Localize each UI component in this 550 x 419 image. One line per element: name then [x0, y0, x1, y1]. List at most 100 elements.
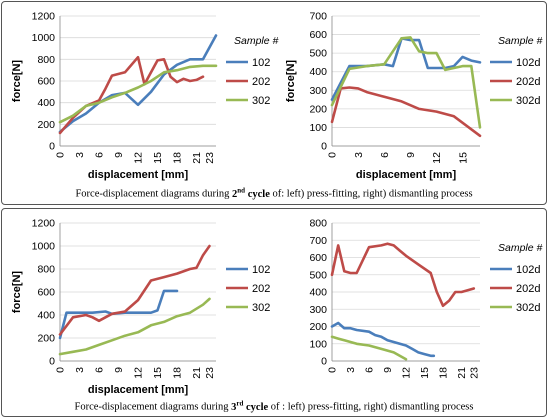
chart-0-1-xtick-label: 9: [405, 152, 417, 158]
chart-1-0-ytick-label: 1200: [32, 218, 56, 230]
chart-1-0-xtick-label: 0: [55, 367, 67, 373]
chart-1-1-xtick-label: 18: [438, 367, 450, 379]
chart-1-0-ylabel: force[N]: [11, 271, 23, 314]
chart-1-0-xtick-label: 18: [172, 367, 184, 379]
chart-1-1-ytick-label: 300: [309, 304, 327, 316]
chart-1-1-series-line-102d: [330, 321, 436, 358]
chart-0-0-ytick-label: 400: [37, 97, 55, 109]
chart-1-0-xtick-label: 3: [74, 367, 86, 373]
chart-0-0-ytick-label: 1200: [32, 11, 56, 23]
chart-0-0-xtick-label: 15: [152, 152, 164, 164]
chart-0-0-series-line-102: [58, 34, 218, 134]
chart-1-0-series-line-102: [58, 289, 179, 340]
chart-0-1-ytick-label: 200: [309, 103, 327, 115]
chart-0-0-xtick-label: 12: [133, 152, 145, 164]
chart-1-1-legend-label-302d: 302d: [516, 302, 540, 314]
chart-1-1-series-line-302d: [330, 335, 408, 361]
chart-0-0-legend-label-302: 302: [252, 95, 270, 107]
chart-1-1-xtick-label: 12: [401, 367, 413, 379]
chart-0-1-series-line-202d: [330, 86, 482, 138]
chart-1-0-ytick-label: 1000: [32, 241, 56, 253]
chart-0-1-xtick-label: 6: [379, 152, 391, 158]
chart-0-1-xtick-label: 15: [457, 152, 469, 164]
chart-1-1-ytick-label: 600: [309, 252, 327, 264]
chart-1-1-legend-title: Sample #: [498, 242, 543, 254]
cycle-2-dismantling-chart: 0 100 200 300 400 500 600 700 0 3 6 9 12 15displaceme…: [285, 11, 543, 182]
chart-1-1-ytick-label: 500: [309, 269, 327, 281]
chart-0-1-legend-label-302d: 302d: [516, 95, 540, 107]
chart-0-0-xtick-label: 23: [204, 152, 216, 164]
chart-1-0-ytick-label: 400: [37, 310, 55, 322]
chart-1-1-xtick-label: 3: [345, 367, 357, 373]
chart-1-1-xtick-label: 15: [419, 367, 431, 379]
chart-1-1-ytick-label: 400: [309, 287, 327, 299]
chart-1-0-legend-label-102: 102: [252, 264, 270, 276]
chart-0-1-ytick-label: 0: [321, 141, 327, 153]
chart-0-0-legend-label-102: 102: [252, 57, 270, 69]
chart-1-1-ytick-label: 200: [309, 321, 327, 333]
cycle-2-panel: 0 200 400 600 800 1000 1200 0 3 6 9 12 15 18 21 23 displ…: [1, 1, 547, 205]
chart-1-1-ytick-label: 0: [321, 356, 327, 368]
chart-0-0-xlabel: displacement [mm]: [88, 169, 189, 181]
chart-1-0-ytick-label: 200: [37, 333, 55, 345]
chart-1-0-xtick-label: 21: [191, 367, 203, 379]
cycle-3-panel: 0 200 400 600 800 1000 1200 0 3 6 9 12 15 18 21 23 displ…: [1, 208, 547, 417]
chart-0-1-xlabel: displacement [mm]: [356, 169, 457, 181]
chart-0-1-ytick-label: 100: [309, 122, 327, 134]
chart-0-1-legend-label-202d: 202d: [516, 76, 540, 88]
chart-0-1-ylabel: force[N]: [285, 60, 297, 103]
chart-0-1-legend-title: Sample #: [498, 35, 543, 47]
chart-0-0-xtick-label: 6: [94, 152, 106, 158]
cycle-2-caption: Force-displacement diagrams during 2nd c…: [75, 186, 473, 200]
chart-1-0-xtick-label: 6: [94, 367, 106, 373]
chart-0-1-ytick-label: 700: [309, 11, 327, 23]
chart-0-1-xtick-label: 0: [327, 152, 339, 158]
chart-0-0-xtick-label: 21: [191, 152, 203, 164]
chart-0-1-ytick-label: 500: [309, 48, 327, 60]
chart-1-0-xtick-label: 12: [133, 367, 145, 379]
chart-1-1-ytick-label: 700: [309, 235, 327, 247]
chart-1-0-ytick-label: 800: [37, 264, 55, 276]
chart-0-1-ytick-label: 600: [309, 29, 327, 41]
chart-0-0-xtick-label: 0: [55, 152, 67, 158]
chart-1-1-xtick-label: 21: [456, 367, 468, 379]
cycle-3-caption: Force-displacement diagrams during 3rd c…: [74, 399, 474, 413]
chart-1-1-xtick-label: 6: [364, 367, 376, 373]
chart-1-1-xtick-label: 23: [469, 367, 481, 379]
cycle-2-press-fitting-chart: 0 200 400 600 800 1000 1200 0 3 6 9 12 15 18 21 23 displ…: [11, 11, 279, 182]
chart-0-1-ytick-label: 300: [309, 85, 327, 97]
chart-1-1-series-line-202d: [330, 242, 476, 308]
chart-1-1-legend-label-202d: 202d: [516, 283, 540, 295]
chart-1-1-ytick-label: 100: [309, 338, 327, 350]
chart-0-0-legend-label-202: 202: [252, 76, 270, 88]
chart-1-1-xtick-label: 9: [382, 367, 394, 373]
chart-1-0-ytick-label: 0: [49, 356, 55, 368]
chart-1-0-legend-label-302: 302: [252, 302, 270, 314]
chart-0-0-ytick-label: 200: [37, 119, 55, 131]
chart-0-0-xtick-label: 3: [74, 152, 86, 158]
chart-0-1-series-line-302d: [330, 36, 482, 129]
chart-0-1-xtick-label: 12: [431, 152, 443, 164]
cycle-3-press-fitting-chart: 0 200 400 600 800 1000 1200 0 3 6 9 12 15 18 21 23 displ…: [11, 218, 270, 397]
chart-1-1-ytick-label: 800: [309, 218, 327, 230]
chart-1-0-ytick-label: 600: [37, 287, 55, 299]
chart-1-1-xtick-label: 0: [327, 367, 339, 373]
chart-0-0-xtick-label: 9: [113, 152, 125, 158]
chart-1-0-series-line-302: [58, 297, 211, 356]
chart-0-0-series-line-302: [58, 64, 218, 124]
chart-0-0-ytick-label: 1000: [32, 32, 56, 44]
chart-0-1-ytick-label: 400: [309, 66, 327, 78]
chart-0-0-xtick-label: 18: [172, 152, 184, 164]
chart-1-0-xtick-label: 9: [113, 367, 125, 373]
chart-0-1-legend-label-102d: 102d: [516, 57, 540, 69]
chart-0-0-ytick-label: 600: [37, 76, 55, 88]
chart-1-0-xtick-label: 23: [204, 367, 216, 379]
chart-0-0-ytick-label: 0: [49, 141, 55, 153]
chart-0-0-ylabel: force[N]: [11, 60, 23, 103]
chart-1-1-legend-label-102d: 102d: [516, 264, 540, 276]
chart-0-0-ytick-label: 800: [37, 54, 55, 66]
chart-1-0-series-line-202: [58, 244, 211, 336]
chart-0-0-legend-title: Sample #: [234, 35, 279, 47]
chart-1-0-xtick-label: 15: [152, 367, 164, 379]
